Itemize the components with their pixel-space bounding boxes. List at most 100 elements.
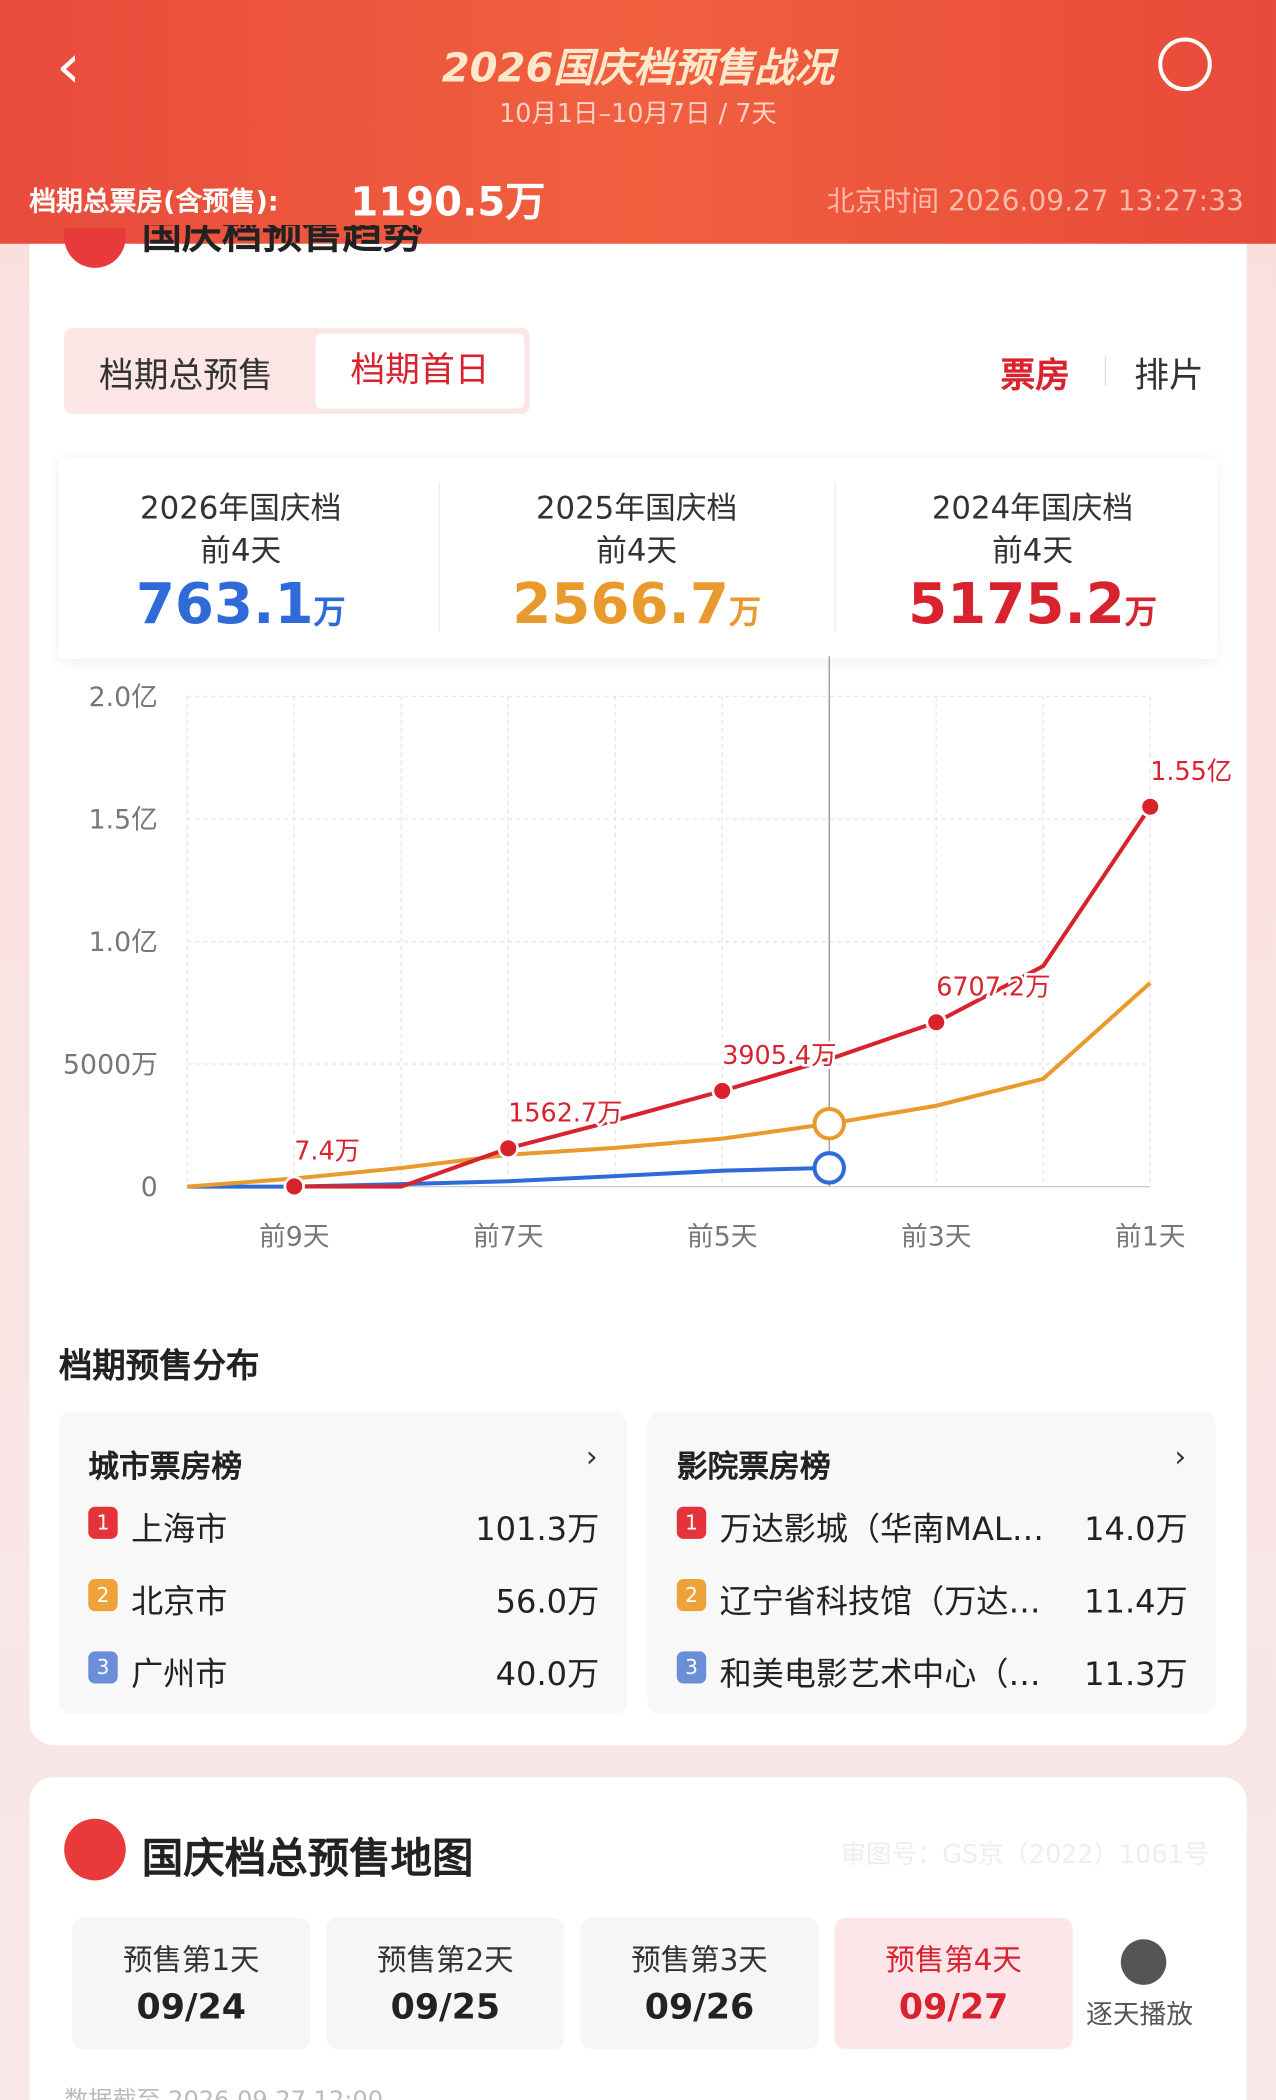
board-title[interactable]: 城市票房榜 xyxy=(88,1450,243,1486)
day-date[interactable]: 09/27 xyxy=(898,1987,1009,2028)
rank-badge: 2 xyxy=(676,1579,707,1612)
day-label[interactable]: 预售第2天 xyxy=(377,1944,514,1979)
point xyxy=(925,1011,947,1033)
total-value: 1190.5万 xyxy=(350,179,546,227)
card-value: 763.1万 xyxy=(40,571,441,637)
title: 2026国庆档预售战况 xyxy=(441,45,835,93)
chevron[interactable]: › xyxy=(1174,1441,1187,1475)
row-name: 和美电影艺术中心（… xyxy=(719,1655,1041,1693)
data-label: 6707.2万 xyxy=(936,971,1050,1001)
back-button[interactable]: ‹ xyxy=(56,29,81,102)
rank-badge: 2 xyxy=(88,1579,118,1612)
day-date[interactable]: 09/24 xyxy=(136,1987,246,2028)
card-value: 5175.2万 xyxy=(832,571,1233,637)
timestamp: 北京时间 2026.09.27 13:27:33 xyxy=(826,184,1244,217)
header xyxy=(0,0,1276,244)
rank-badge: 1 xyxy=(676,1506,707,1539)
license: 审图号：GS京（2022）1061号 xyxy=(840,1840,1210,1870)
summary-panel xyxy=(58,458,1218,659)
unit: 万 xyxy=(313,593,346,631)
row-name: 万达影城（华南MAL… xyxy=(719,1510,1044,1549)
x-tick-label: 前1天 xyxy=(1115,1222,1185,1253)
y-tick-label: 5000万 xyxy=(63,1049,158,1080)
rank-badge: 3 xyxy=(88,1651,118,1684)
point xyxy=(1139,796,1161,818)
share-button[interactable] xyxy=(1158,37,1212,92)
value: 763.1 xyxy=(135,570,314,637)
point xyxy=(711,1080,733,1102)
unit: 万 xyxy=(1124,593,1157,631)
board xyxy=(58,1411,628,1715)
day-tab[interactable] xyxy=(580,1917,819,2050)
day-label[interactable]: 预售第1天 xyxy=(123,1944,260,1979)
tab-active[interactable]: 档期首日 xyxy=(315,333,525,409)
day-date[interactable]: 09/25 xyxy=(390,1987,501,2028)
day-tab[interactable] xyxy=(834,1917,1073,2050)
card-sub: 前4天 xyxy=(200,534,282,570)
metric[interactable]: 排片 xyxy=(1134,356,1204,397)
row-name: 上海市 xyxy=(131,1510,228,1549)
card-title: 2026年国庆档 xyxy=(140,491,342,527)
series-line xyxy=(187,981,1152,1189)
data-label: 1562.7万 xyxy=(508,1098,622,1128)
row-name: 广州市 xyxy=(131,1655,228,1693)
section-title: 档期预售分布 xyxy=(58,1345,260,1385)
card-sub: 前4天 xyxy=(991,534,1074,570)
play-icon[interactable] xyxy=(1120,1939,1167,1985)
divider xyxy=(438,482,441,633)
x-tick-label: 前5天 xyxy=(687,1222,757,1253)
hover-point xyxy=(812,1106,846,1141)
value: 2566.7 xyxy=(512,570,729,637)
data-label: 7.4万 xyxy=(294,1136,360,1166)
card-value: 2566.7万 xyxy=(436,571,837,637)
rank-badge: 3 xyxy=(676,1651,707,1684)
data-label: 1.55亿 xyxy=(1150,756,1232,786)
chevron[interactable]: › xyxy=(585,1441,598,1475)
row-value: 11.4万 xyxy=(1084,1583,1188,1621)
day-label[interactable]: 预售第3天 xyxy=(631,1944,768,1979)
metric-active[interactable]: 票房 xyxy=(1000,356,1071,397)
row-value: 11.3万 xyxy=(1084,1655,1188,1693)
footnote: 数据截至 2026.09.27 12:00 xyxy=(64,2081,383,2100)
row-value: 101.3万 xyxy=(475,1510,600,1549)
x-tick-label: 前9天 xyxy=(259,1222,329,1253)
subtitle: 10月1日–10月7日 / 7天 xyxy=(499,99,777,129)
row-value: 40.0万 xyxy=(495,1655,600,1693)
y-tick-label: 2.0亿 xyxy=(89,682,158,713)
hover-point xyxy=(812,1151,846,1185)
point xyxy=(283,1175,305,1198)
unit: 万 xyxy=(728,593,762,631)
x-tick-label: 前3天 xyxy=(901,1222,971,1253)
card-title: 2024年国庆档 xyxy=(931,491,1134,527)
rank-badge: 1 xyxy=(88,1506,118,1539)
play-label[interactable]: 逐天播放 xyxy=(1086,1998,1194,2031)
tab[interactable]: 档期总预售 xyxy=(98,356,273,397)
divider xyxy=(1104,356,1107,386)
data-label: 3905.4万 xyxy=(722,1040,836,1070)
day-label[interactable]: 预售第4天 xyxy=(885,1944,1022,1979)
value: 5175.2 xyxy=(908,570,1125,637)
total-label: 档期总票房(含预售): xyxy=(29,184,279,217)
y-tick-label: 1.5亿 xyxy=(89,804,158,835)
point xyxy=(497,1137,519,1160)
row-value: 14.0万 xyxy=(1084,1510,1188,1549)
x-tick-label: 前7天 xyxy=(473,1222,543,1253)
section-title: 国庆档预售趋势 xyxy=(141,225,423,259)
card-sub: 前4天 xyxy=(596,534,678,570)
day-date[interactable]: 09/26 xyxy=(644,1987,755,2028)
row-value: 56.0万 xyxy=(495,1583,600,1621)
y-tick-label: 0 xyxy=(141,1172,158,1203)
board-title[interactable]: 影院票房榜 xyxy=(676,1450,831,1486)
divider xyxy=(834,482,836,633)
row-name: 北京市 xyxy=(131,1583,228,1621)
day-tab[interactable] xyxy=(326,1917,565,2050)
board xyxy=(647,1411,1216,1715)
logo xyxy=(64,1818,126,1881)
card-title: 2025年国庆档 xyxy=(535,491,738,527)
day-tab[interactable] xyxy=(72,1917,311,2050)
y-tick-label: 1.0亿 xyxy=(89,927,158,958)
section-title: 国庆档总预售地图 xyxy=(141,1834,474,1884)
